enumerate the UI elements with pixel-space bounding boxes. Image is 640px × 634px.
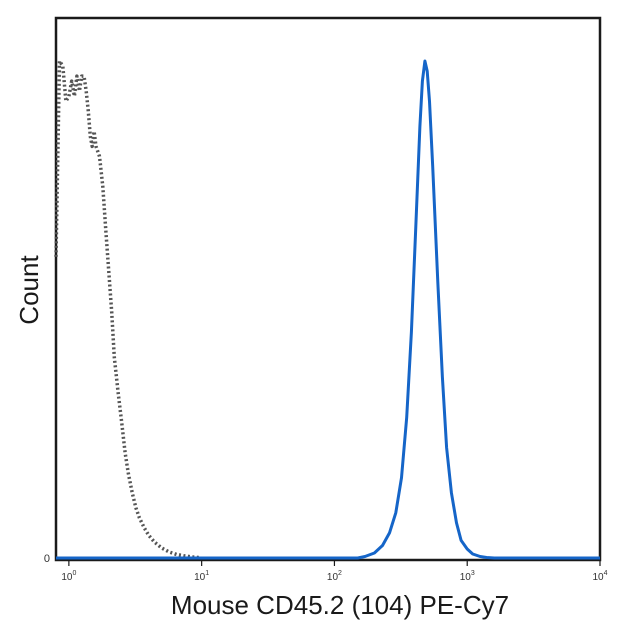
plot-frame [54,16,602,562]
x-axis-title: Mouse CD45.2 (104) PE-Cy7 [171,590,509,620]
series-line-stained-1 [56,59,600,560]
y-axis-title: Count [14,255,44,325]
x-tick-label-3: 103 [460,570,475,583]
series-layer [54,59,600,560]
y-axis-ticks: 0 [44,553,50,565]
x-tick-label-1: 101 [194,570,209,583]
x-tick-label-2: 102 [327,570,342,583]
x-tick-label-0: 100 [61,570,76,583]
x-tick-label-4: 104 [592,570,607,583]
x-axis-ticks: 100 101 102 103 104 [61,560,608,583]
series-line-control-0 [54,59,199,560]
y-tick-label-0: 0 [44,553,50,565]
